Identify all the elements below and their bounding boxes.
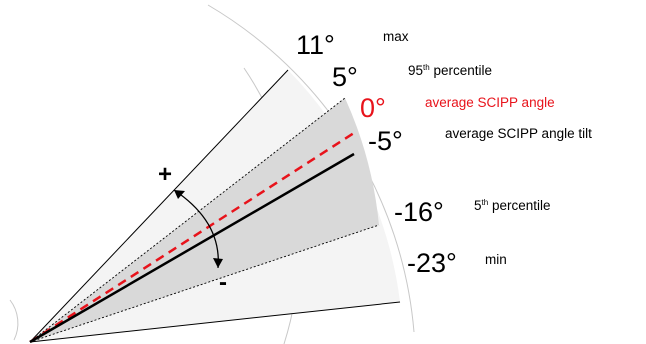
rotation-arrowhead-down <box>213 258 223 268</box>
rotation-arrowhead-up <box>174 190 185 199</box>
p5-description: 5th percentile <box>474 198 551 213</box>
reference-arc-inner <box>9 299 19 341</box>
min-description: min <box>485 252 507 267</box>
average-description: average SCIPP angle <box>425 95 555 110</box>
p95-angle-label: 5° <box>332 62 358 92</box>
p5-angle-label: -16° <box>394 197 444 227</box>
average-tilt-line <box>29 152 355 344</box>
min-angle-label: -23° <box>407 248 457 278</box>
min-line <box>29 301 401 343</box>
average-angle-label: 0° <box>360 93 386 123</box>
tilt-description: average SCIPP angle tilt <box>445 126 592 141</box>
plus-sign: + <box>158 161 173 188</box>
tilt-angle-label: -5° <box>368 126 403 156</box>
max-description: max <box>383 29 409 44</box>
p95-description: 95th percentile <box>408 63 492 78</box>
p95-line <box>29 97 346 343</box>
range-band-percentile <box>30 98 379 342</box>
minus-sign: - <box>219 269 227 296</box>
max-line <box>29 69 289 343</box>
average-angle-line <box>29 129 358 344</box>
max-angle-label: 11° <box>296 30 335 60</box>
p5-line <box>29 224 380 343</box>
